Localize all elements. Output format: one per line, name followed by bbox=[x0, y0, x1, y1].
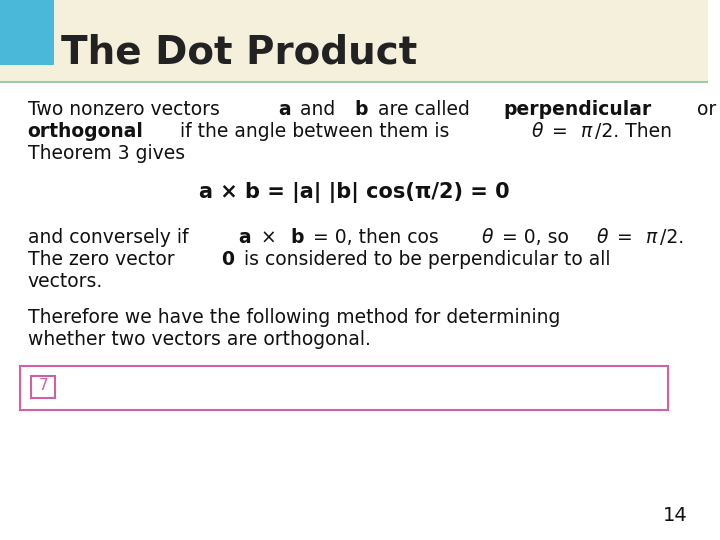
Text: vectors.: vectors. bbox=[27, 272, 103, 291]
Text: a: a bbox=[547, 378, 558, 393]
Text: are called: are called bbox=[372, 100, 475, 119]
Text: whether two vectors are orthogonal.: whether two vectors are orthogonal. bbox=[27, 330, 370, 349]
Text: are orthogonal if and only if: are orthogonal if and only if bbox=[266, 378, 487, 393]
Text: = 0, then cos: = 0, then cos bbox=[307, 228, 445, 247]
FancyBboxPatch shape bbox=[19, 366, 668, 410]
Text: ×: × bbox=[255, 228, 282, 247]
Text: π: π bbox=[646, 228, 657, 247]
Text: =: = bbox=[611, 228, 639, 247]
Text: θ: θ bbox=[596, 228, 608, 247]
Text: if the angle between them is: if the angle between them is bbox=[174, 122, 456, 141]
Text: is considered to be perpendicular to all: is considered to be perpendicular to all bbox=[238, 250, 610, 269]
Text: and conversely if: and conversely if bbox=[27, 228, 194, 247]
Text: a: a bbox=[239, 228, 251, 247]
Text: and: and bbox=[203, 378, 241, 393]
Text: The Dot Product: The Dot Product bbox=[61, 33, 417, 71]
Text: ·: · bbox=[561, 378, 575, 393]
Text: = 0.: = 0. bbox=[593, 378, 630, 393]
Text: orthogonal: orthogonal bbox=[27, 122, 143, 141]
Text: /2. Then: /2. Then bbox=[595, 122, 672, 141]
Text: 7: 7 bbox=[38, 378, 48, 393]
Text: θ: θ bbox=[531, 122, 543, 141]
Text: b: b bbox=[579, 378, 590, 393]
Text: and: and bbox=[294, 100, 342, 119]
Text: π: π bbox=[581, 122, 593, 141]
Text: or: or bbox=[691, 100, 716, 119]
Text: a: a bbox=[279, 100, 291, 119]
Text: a: a bbox=[189, 378, 200, 393]
Text: Two vectors: Two vectors bbox=[69, 378, 164, 393]
Text: = 0, so: = 0, so bbox=[496, 228, 575, 247]
Text: =: = bbox=[546, 122, 574, 141]
Text: Two nonzero vectors: Two nonzero vectors bbox=[27, 100, 225, 119]
Text: 0: 0 bbox=[221, 250, 234, 269]
Text: θ: θ bbox=[482, 228, 493, 247]
Text: Therefore we have the following method for determining: Therefore we have the following method f… bbox=[27, 308, 560, 327]
Text: b: b bbox=[251, 378, 263, 393]
Text: a × b = |a| |b| cos(π/2) = 0: a × b = |a| |b| cos(π/2) = 0 bbox=[199, 182, 509, 203]
FancyBboxPatch shape bbox=[0, 0, 54, 65]
Text: Theorem 3 gives: Theorem 3 gives bbox=[27, 144, 184, 163]
FancyBboxPatch shape bbox=[32, 376, 55, 398]
Text: perpendicular: perpendicular bbox=[503, 100, 652, 119]
Text: b: b bbox=[290, 228, 303, 247]
Text: 14: 14 bbox=[663, 506, 688, 525]
FancyBboxPatch shape bbox=[0, 0, 708, 82]
Text: /2.: /2. bbox=[660, 228, 685, 247]
Text: The zero vector: The zero vector bbox=[27, 250, 180, 269]
Text: b: b bbox=[354, 100, 368, 119]
